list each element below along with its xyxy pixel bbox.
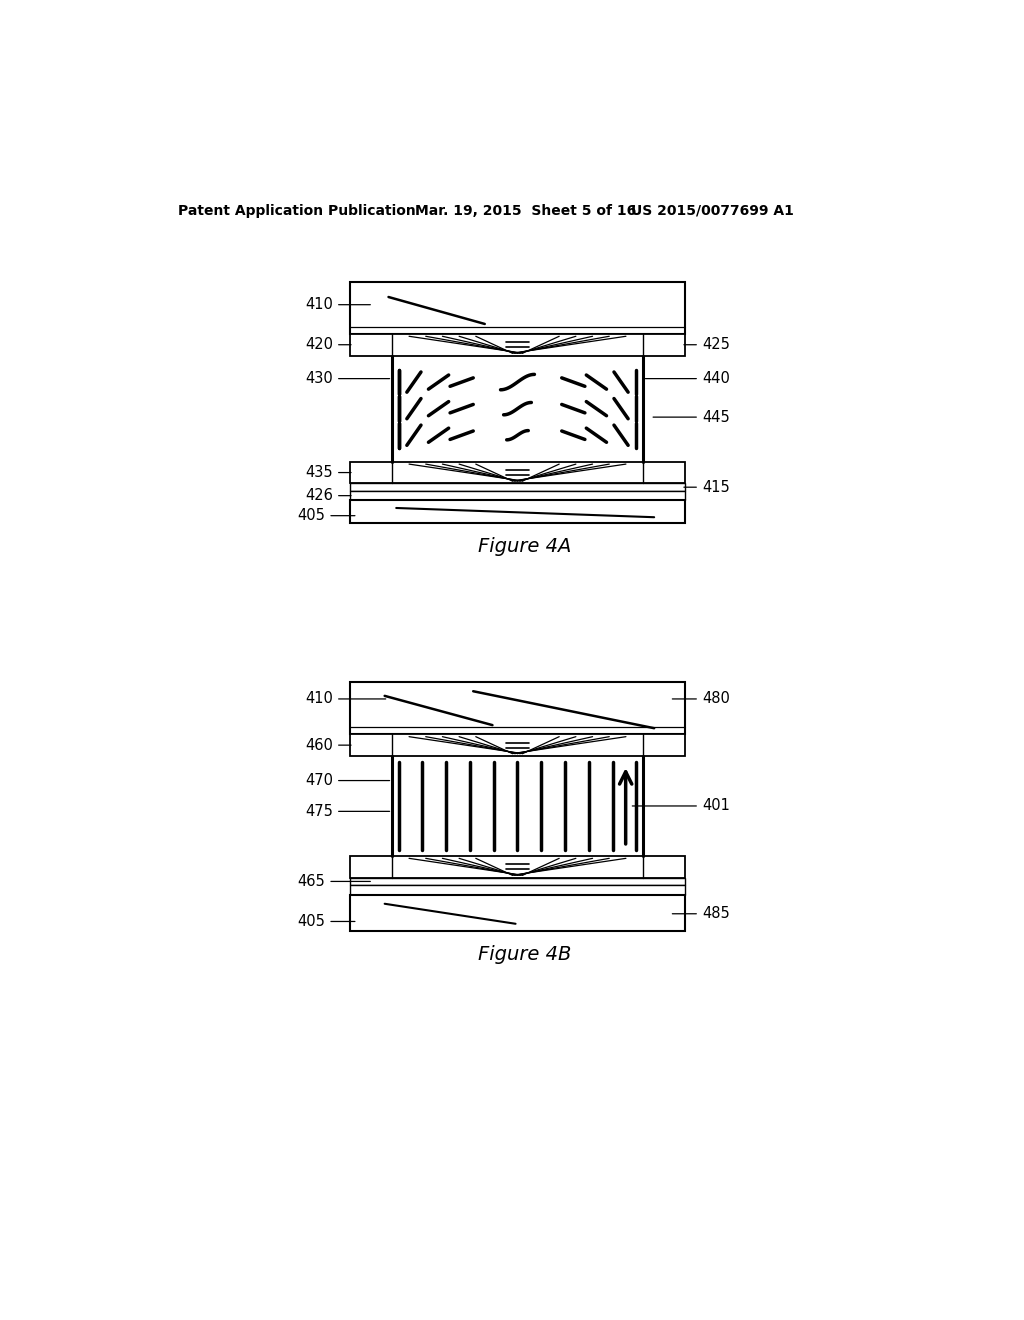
Text: 440: 440: [645, 371, 730, 387]
Text: 425: 425: [684, 337, 730, 352]
Text: 435: 435: [305, 465, 351, 480]
Bar: [350, 334, 685, 355]
Text: 475: 475: [305, 804, 389, 818]
Text: 420: 420: [305, 337, 351, 352]
Text: 415: 415: [684, 479, 730, 495]
Text: 430: 430: [305, 371, 389, 387]
Bar: [350, 491, 685, 500]
Bar: [350, 483, 685, 491]
Text: 485: 485: [673, 907, 730, 921]
Text: 405: 405: [298, 508, 355, 523]
Bar: [350, 857, 685, 878]
Text: 405: 405: [298, 913, 355, 929]
Bar: [350, 878, 685, 886]
Text: Figure 4B: Figure 4B: [478, 945, 571, 964]
Text: US 2015/0077699 A1: US 2015/0077699 A1: [631, 203, 794, 218]
Text: Mar. 19, 2015  Sheet 5 of 16: Mar. 19, 2015 Sheet 5 of 16: [416, 203, 637, 218]
Text: 445: 445: [653, 409, 730, 425]
Text: 410: 410: [305, 692, 386, 706]
Bar: [350, 682, 685, 734]
Text: Figure 4A: Figure 4A: [478, 537, 571, 556]
Bar: [350, 281, 685, 334]
Bar: [350, 886, 685, 895]
Bar: [350, 462, 685, 483]
Text: 480: 480: [673, 692, 730, 706]
Text: 426: 426: [305, 488, 351, 503]
Bar: [350, 734, 685, 756]
Text: Patent Application Publication: Patent Application Publication: [178, 203, 416, 218]
Bar: [350, 895, 685, 932]
Text: 460: 460: [305, 738, 351, 752]
Text: 410: 410: [305, 297, 371, 313]
Text: 401: 401: [632, 799, 730, 813]
Text: 470: 470: [305, 774, 389, 788]
Text: 465: 465: [298, 874, 371, 888]
Bar: [350, 500, 685, 524]
